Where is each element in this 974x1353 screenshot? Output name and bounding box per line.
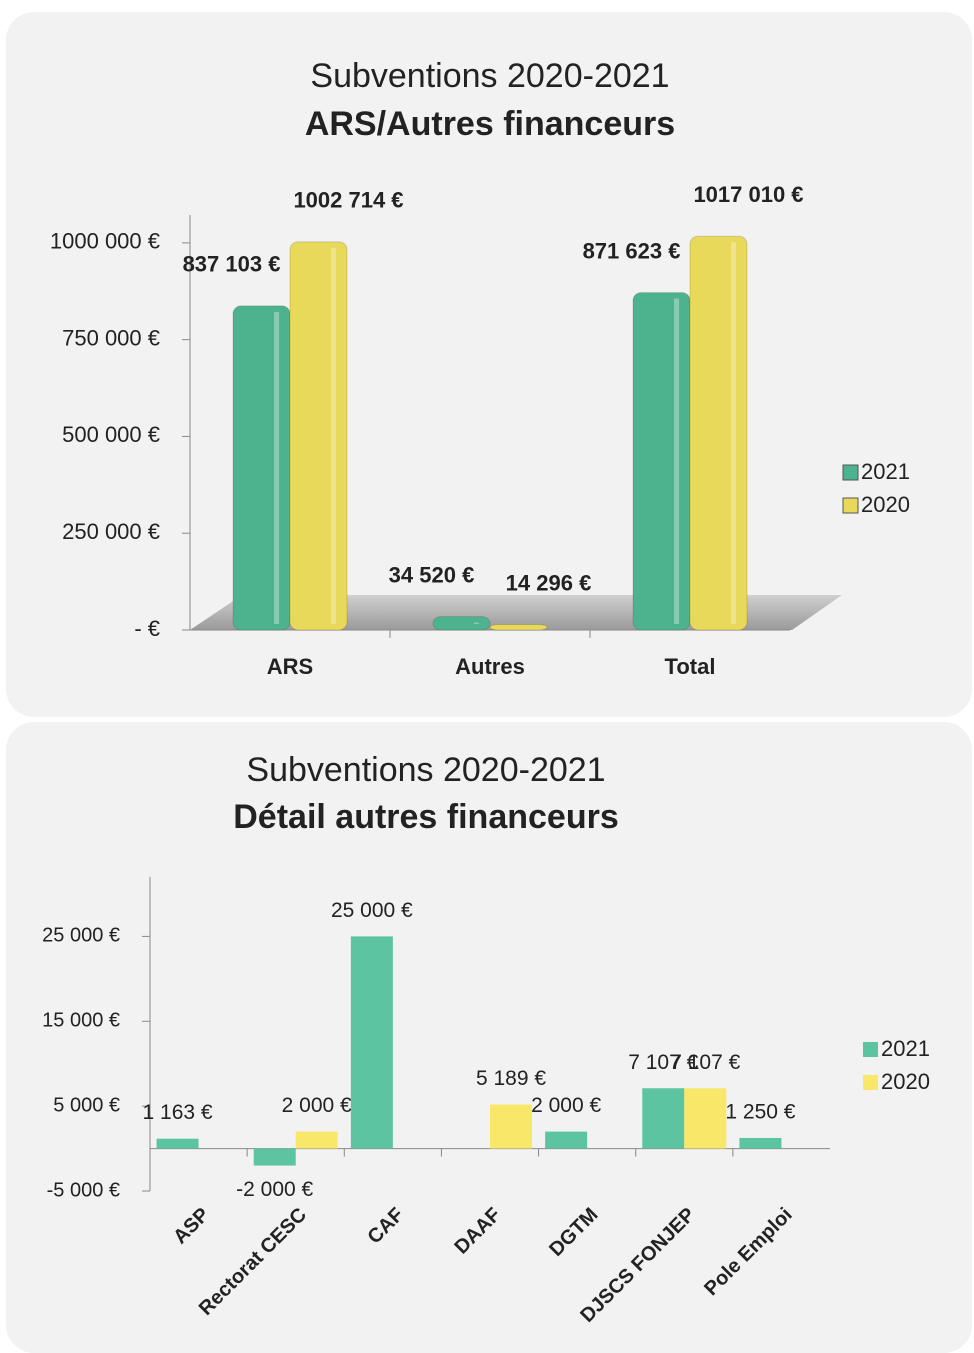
y-tick-label: 15 000 € xyxy=(42,1010,120,1032)
data-label: 2 000 € xyxy=(531,1094,601,1117)
legend-swatch xyxy=(863,1075,878,1090)
legend-label: 2021 xyxy=(861,459,910,484)
bar xyxy=(632,292,691,631)
panel xyxy=(6,722,972,1353)
data-label: 871 623 € xyxy=(583,238,681,263)
data-label: 25 000 € xyxy=(331,899,413,922)
bar xyxy=(253,1148,296,1166)
data-label: 7 107 € xyxy=(670,1051,740,1074)
data-label: 1 163 € xyxy=(143,1101,213,1124)
x-tick-label: ARS xyxy=(267,654,313,679)
legend-label: 2020 xyxy=(861,492,910,517)
bar xyxy=(289,241,348,631)
y-tick-label: 500 000 € xyxy=(62,422,160,447)
data-label: 5 189 € xyxy=(476,1067,546,1090)
data-label: 34 520 € xyxy=(389,562,475,587)
data-label: 14 296 € xyxy=(506,570,592,595)
x-tick-label: Total xyxy=(665,654,716,679)
y-tick-label: 1000 000 € xyxy=(50,229,160,254)
legend-swatch xyxy=(842,497,859,514)
bar xyxy=(642,1088,685,1149)
data-label: 2 000 € xyxy=(282,1094,352,1117)
data-label: 1 250 € xyxy=(725,1101,795,1124)
bar-shine xyxy=(474,622,480,624)
y-tick-label: 25 000 € xyxy=(42,925,120,947)
legend-label: 2020 xyxy=(881,1069,930,1094)
chart-title: Subventions 2020-2021 xyxy=(246,751,605,789)
bar xyxy=(295,1131,338,1149)
legend-swatch xyxy=(863,1042,878,1057)
x-tick-label: Autres xyxy=(455,654,525,679)
chart-title: Subventions 2020-2021 xyxy=(310,57,669,95)
bar xyxy=(739,1137,782,1149)
bar xyxy=(545,1131,588,1149)
y-tick-label: 5 000 € xyxy=(53,1094,120,1116)
data-label: -2 000 € xyxy=(236,1178,313,1201)
legend-label: 2021 xyxy=(881,1036,930,1061)
bar-shine xyxy=(731,242,737,625)
data-label: 1002 714 € xyxy=(293,188,403,213)
data-label: 837 103 € xyxy=(183,252,281,277)
bar xyxy=(350,936,393,1149)
bar xyxy=(489,623,548,631)
data-label: 1017 010 € xyxy=(693,182,803,207)
bar xyxy=(232,305,291,631)
chart-subtitle: ARS/Autres financeurs xyxy=(305,105,675,143)
bar-shine xyxy=(674,298,680,624)
chart-subtitle: Détail autres financeurs xyxy=(233,798,618,836)
bar xyxy=(490,1104,532,1149)
bar xyxy=(432,616,491,631)
y-tick-label: -5 000 € xyxy=(47,1179,120,1201)
bar xyxy=(156,1138,199,1149)
y-tick-label: 250 000 € xyxy=(62,519,160,544)
bar xyxy=(684,1088,727,1149)
data-label: 7 107 € xyxy=(628,1051,698,1074)
bar-shine xyxy=(274,311,280,624)
legend-swatch xyxy=(842,464,859,481)
y-tick-label: - € xyxy=(134,616,160,641)
bar xyxy=(689,235,748,631)
bar-shine xyxy=(331,247,337,624)
y-tick-label: 750 000 € xyxy=(62,325,160,350)
